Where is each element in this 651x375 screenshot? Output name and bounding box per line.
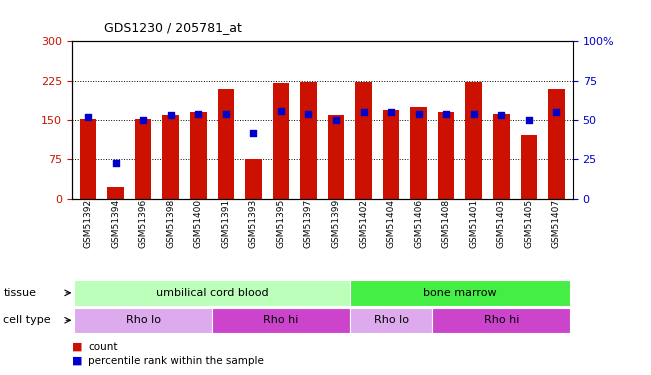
Point [413, 111, 424, 117]
Bar [327, 115, 344, 199]
Text: tissue: tissue [3, 288, 36, 298]
Text: ■: ■ [72, 356, 82, 366]
Point [551, 109, 562, 115]
Bar [245, 159, 262, 199]
Point [221, 111, 231, 117]
Point [358, 109, 368, 115]
Text: GSM51403: GSM51403 [497, 199, 506, 248]
Bar [212, 308, 350, 333]
Text: ■: ■ [72, 342, 82, 352]
Text: cell type: cell type [3, 315, 51, 325]
Point [303, 111, 314, 117]
Text: Rho lo: Rho lo [126, 315, 161, 325]
Point [165, 112, 176, 118]
Bar [521, 135, 537, 199]
Text: Rho hi: Rho hi [263, 315, 299, 325]
Bar [300, 82, 317, 199]
Bar [383, 110, 399, 199]
Text: GSM51408: GSM51408 [441, 199, 450, 248]
Point [441, 111, 451, 117]
Bar [74, 308, 212, 333]
Text: GSM51400: GSM51400 [194, 199, 203, 248]
Point [138, 117, 148, 123]
Point [248, 130, 258, 136]
Bar [493, 114, 510, 199]
Bar [350, 308, 432, 333]
Text: GSM51397: GSM51397 [304, 199, 313, 248]
Text: GSM51393: GSM51393 [249, 199, 258, 248]
Point [496, 112, 506, 118]
Bar [80, 119, 96, 199]
Bar [190, 112, 206, 199]
Text: GSM51407: GSM51407 [552, 199, 561, 248]
Bar [438, 112, 454, 199]
Bar [410, 107, 427, 199]
Bar [432, 308, 570, 333]
Point [523, 117, 534, 123]
Bar [74, 280, 350, 306]
Point [111, 159, 121, 165]
Text: GSM51402: GSM51402 [359, 199, 368, 248]
Text: GSM51391: GSM51391 [221, 199, 230, 248]
Text: GSM51396: GSM51396 [139, 199, 148, 248]
Bar [273, 83, 289, 199]
Text: count: count [88, 342, 117, 352]
Text: Rho hi: Rho hi [484, 315, 519, 325]
Bar [355, 82, 372, 199]
Bar [217, 88, 234, 199]
Bar [163, 115, 179, 199]
Text: GSM51401: GSM51401 [469, 199, 478, 248]
Point [386, 109, 396, 115]
Text: bone marrow: bone marrow [423, 288, 497, 298]
Text: GSM51399: GSM51399 [331, 199, 340, 248]
Point [83, 114, 93, 120]
Point [276, 108, 286, 114]
Text: percentile rank within the sample: percentile rank within the sample [88, 356, 264, 366]
Text: GSM51404: GSM51404 [387, 199, 396, 248]
Point [469, 111, 479, 117]
Text: umbilical cord blood: umbilical cord blood [156, 288, 268, 298]
Bar [135, 119, 152, 199]
Bar [465, 82, 482, 199]
Text: GDS1230 / 205781_at: GDS1230 / 205781_at [104, 21, 242, 34]
Text: GSM51398: GSM51398 [166, 199, 175, 248]
Bar [107, 187, 124, 199]
Text: Rho lo: Rho lo [374, 315, 409, 325]
Text: GSM51392: GSM51392 [83, 199, 92, 248]
Point [331, 117, 341, 123]
Point [193, 111, 204, 117]
Text: GSM51406: GSM51406 [414, 199, 423, 248]
Bar [350, 280, 570, 306]
Text: GSM51405: GSM51405 [524, 199, 533, 248]
Bar [548, 88, 564, 199]
Text: GSM51395: GSM51395 [277, 199, 285, 248]
Text: GSM51394: GSM51394 [111, 199, 120, 248]
